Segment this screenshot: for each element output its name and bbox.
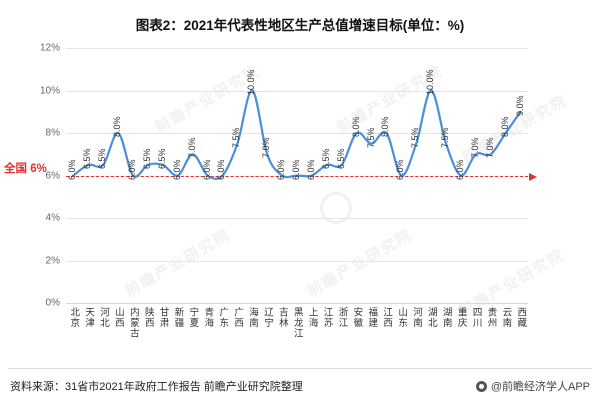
gridline [66,90,528,92]
data-point-label: 6.0% [127,158,138,180]
data-point-label: 6.5% [141,148,152,169]
x-axis-tick-label: 山西 [112,307,124,328]
gridline [66,133,528,134]
series-line [72,89,522,180]
x-axis-tick-label: 新疆 [172,307,184,328]
data-point-label: 8.0% [350,116,361,137]
data-point-label: 7.5% [440,127,451,148]
data-point-label: 6.5% [156,148,167,169]
x-axis-tick-label: 甘肃 [157,307,169,328]
x-axis-tick-label: 江苏 [321,307,333,328]
x-axis-tick-label: 天津 [83,307,95,328]
x-axis-tick-label: 云南 [500,307,512,328]
x-axis-tick-label: 浙江 [336,307,348,328]
data-point-label: 6.0% [201,158,212,180]
data-point-label: 7.5% [410,127,421,148]
data-point-label: 6.5% [82,148,93,169]
x-axis-tick-label: 贵州 [485,307,497,328]
data-point-label: 6.0% [67,158,78,180]
footer-divider [8,368,592,369]
x-axis-tick-label: 四川 [470,307,482,328]
x-axis-tick-label: 上海 [306,307,318,328]
brand-label: @前瞻经济学人APP [490,381,590,393]
x-axis-tick-label: 重庆 [455,307,467,328]
x-axis-tick-label: 吉林 [276,307,288,328]
brand-logo-icon [475,380,487,392]
x-axis-tick-label: 福建 [366,307,378,328]
data-point-label: 6.0% [291,158,301,180]
data-point-label: 7.0% [186,137,197,159]
x-axis-tick-label: 陕西 [142,307,154,328]
data-point-label: 8.0% [380,116,391,137]
data-point-label: 7.0% [484,137,495,159]
chart-title: 图表2：2021年代表性地区生产总值增速目标(单位：%) [135,18,465,33]
data-point-label: 6.0% [276,158,287,180]
x-axis-tick-label: 海南 [247,307,259,328]
y-axis-tick-label: 2% [45,255,60,266]
arrow-icon [529,172,537,181]
data-point-label: 7.5% [365,127,376,148]
data-point-label: 6.0% [305,158,316,180]
x-axis-tick-label: 广东 [217,307,229,328]
brand-credit: @前瞻经济学人APP [475,378,590,394]
data-point-label: 6.0% [171,158,182,180]
national-label: 全国 6% [4,162,47,175]
x-axis-tick-label: 湖北 [425,307,437,328]
data-point-label: 8.0% [499,116,510,137]
source-note: 资料来源：31省市2021年政府工作报告 前瞻产业研究院整理 [10,381,303,393]
x-axis-tick-label: 北京 [68,307,80,328]
x-axis-tick-label: 江西 [381,307,393,328]
data-point-label: 9.0% [514,95,525,116]
x-axis-tick-label: 内蒙古 [127,307,139,339]
data-point-label: 6.0% [395,158,406,180]
data-point-label: 6.0% [216,158,227,180]
data-point-label: 6.5% [320,148,331,169]
data-point-label: 7.5% [231,127,242,148]
data-point-label: 7.0% [469,137,480,159]
x-axis-tick-label: 青海 [202,307,214,328]
data-point-label: 10.0% [425,68,436,95]
y-axis-tick-label: 0% [45,297,60,309]
x-axis-tick-label: 河北 [98,307,109,328]
data-point-label: 6.0% [454,158,465,180]
data-point-label: 7.0% [261,137,272,159]
y-axis-tick-label: 8% [45,127,60,139]
gridline [66,303,528,304]
gridline [66,260,528,262]
data-point-label: 8.0% [112,116,123,137]
gridline [66,218,528,219]
x-axis-tick-label: 广西 [232,307,244,328]
x-axis-tick-label: 宁夏 [187,307,199,328]
x-axis-tick-label: 黑龙江 [291,307,303,339]
y-axis-tick-label: 6% [45,170,60,181]
x-axis-tick-label: 湖南 [440,307,452,328]
y-axis-tick-label: 4% [45,212,60,224]
x-axis-tick-label: 辽宁 [261,307,273,328]
x-axis-tick-label: 安徽 [351,307,363,328]
y-axis-tick-label: 12% [39,42,60,54]
data-point-label: 6.5% [97,148,108,169]
gridline [66,48,528,49]
series-path [72,89,522,180]
x-axis-tick-label: 西藏 [515,307,527,328]
x-axis-tick-label: 河南 [410,307,422,328]
data-point-label: 10.0% [246,68,257,95]
data-point-label: 6.5% [335,148,346,169]
y-axis-tick-label: 10% [39,85,60,96]
plot-area: 0% 2% 4% 6% 8% 10% 12% 6.0% 6.5% 6.5% 8.0% 6.0% 6.5… [40,43,537,339]
x-axis-tick-label: 山东 [396,307,408,328]
